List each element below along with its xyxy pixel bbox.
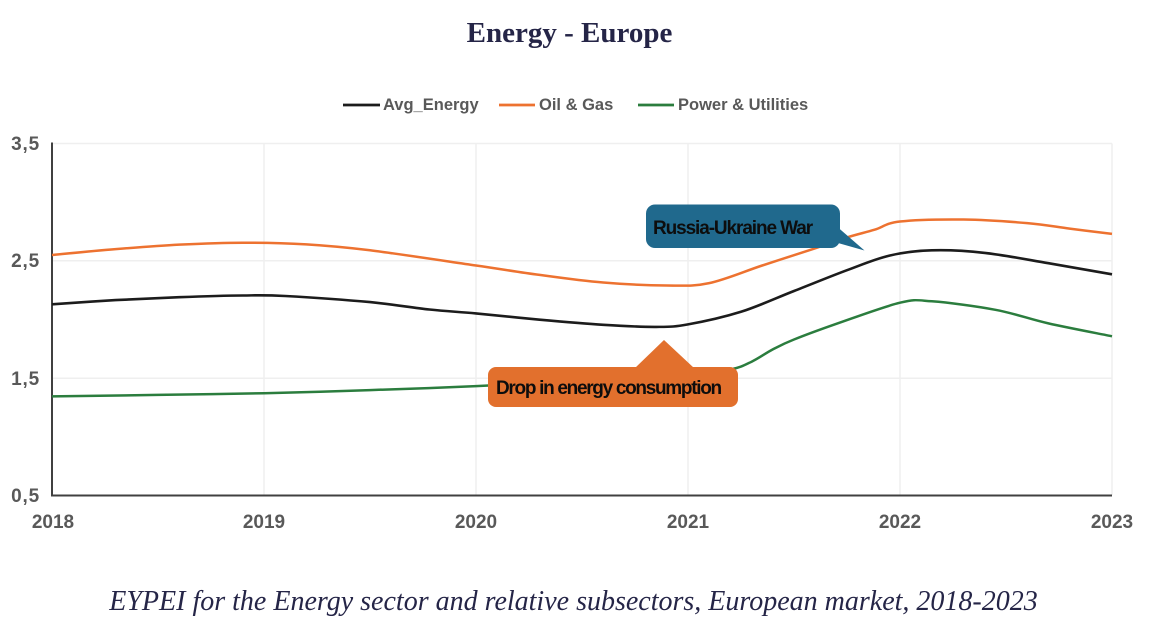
svg-text:Power & Utilities: Power & Utilities <box>678 96 808 114</box>
svg-text:Drop in energy consumption: Drop in energy consumption <box>496 378 722 399</box>
svg-text:2,5: 2,5 <box>11 251 40 272</box>
svg-text:1,5: 1,5 <box>11 369 40 390</box>
svg-text:2023: 2023 <box>1091 512 1133 533</box>
svg-text:3,5: 3,5 <box>11 134 40 155</box>
svg-text:Oil & Gas: Oil & Gas <box>539 96 613 114</box>
svg-text:Russia-Ukraine War: Russia-Ukraine War <box>653 218 814 239</box>
svg-text:Avg_Energy: Avg_Energy <box>383 96 479 114</box>
svg-text:2018: 2018 <box>32 512 74 533</box>
svg-text:2022: 2022 <box>879 512 921 533</box>
svg-text:2021: 2021 <box>667 512 710 533</box>
svg-text:0,5: 0,5 <box>11 486 40 507</box>
svg-text:2020: 2020 <box>455 512 497 533</box>
svg-text:2019: 2019 <box>243 512 285 533</box>
